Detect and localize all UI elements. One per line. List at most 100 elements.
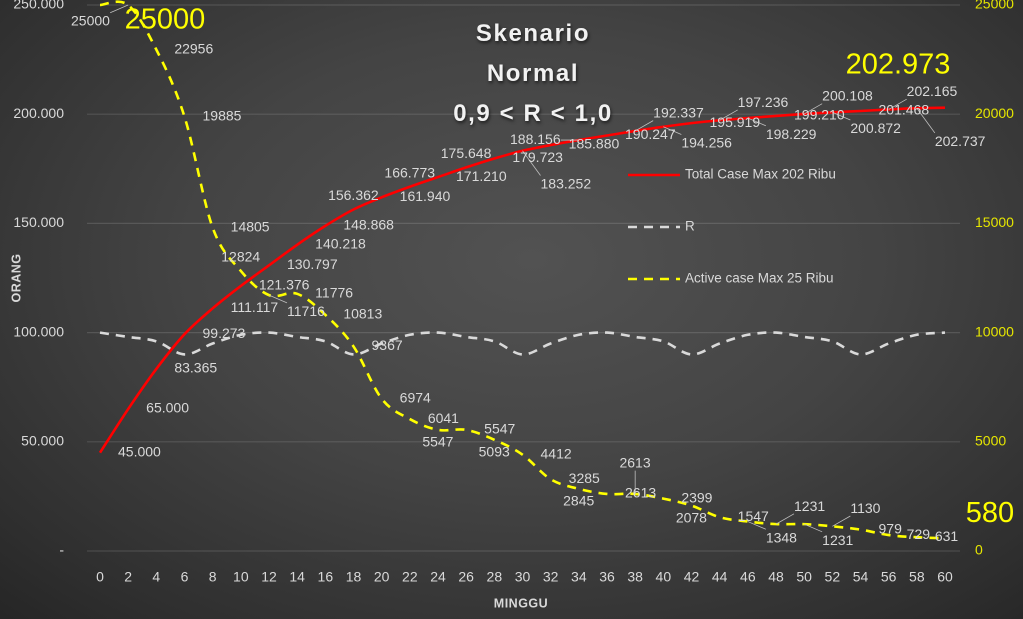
x-tick-label: 12 <box>261 569 277 585</box>
x-axis-title: MINGGU <box>494 596 548 610</box>
data-label-active-case-max-25-ribu: 631 <box>935 528 959 544</box>
data-label-total-case-max-202-ribu: 192.337 <box>653 105 704 121</box>
data-label-active-case-max-25-ribu: 4412 <box>541 445 572 461</box>
y-tick-right-label: 5000 <box>975 433 1006 449</box>
data-label-total-case-max-202-ribu: 197.236 <box>738 94 789 110</box>
legend-label-active-case: Active case Max 25 Ribu <box>685 271 834 286</box>
data-label-active-case-max-25-ribu: 1231 <box>794 498 825 514</box>
data-label-total-case-max-202-ribu: 45.000 <box>118 443 161 459</box>
x-tick-label: 48 <box>768 569 784 585</box>
data-label-active-case-max-25-ribu: 6041 <box>428 410 459 426</box>
label-leader-line <box>663 126 682 135</box>
data-label-total-case-max-202-ribu: 200.872 <box>850 120 901 136</box>
data-label-active-case-max-25-ribu: 1348 <box>766 529 797 545</box>
data-label-total-case-max-202-ribu: 183.252 <box>541 175 592 191</box>
data-label-total-case-max-202-ribu: 190.247 <box>625 126 676 142</box>
x-axis-ticks: 0 2 4 6 8 10 12 14 16 18 20 22 24 26 28 30 32 34 36 38 40 42 4… <box>96 569 953 585</box>
callout-label: 580 <box>966 497 1014 529</box>
data-label-active-case-max-25-ribu: 14805 <box>231 218 270 234</box>
y-tick-right-label: 10000 <box>975 323 1014 339</box>
callout-labels: 25000 202.973 580 <box>125 4 1015 529</box>
x-tick-label: 6 <box>181 569 189 585</box>
x-tick-label: 52 <box>825 569 841 585</box>
data-label-total-case-max-202-ribu: 166.773 <box>384 164 435 180</box>
legend-item-active-case[interactable]: Active case Max 25 Ribu <box>628 271 834 286</box>
x-tick-label: 2 <box>124 569 132 585</box>
data-label-active-case-max-25-ribu: 979 <box>879 520 903 536</box>
data-label-active-case-max-25-ribu: 11716 <box>287 303 325 319</box>
label-leader-line <box>110 4 129 14</box>
data-label-total-case-max-202-ribu: 130.797 <box>287 256 338 272</box>
data-label-total-case-max-202-ribu: 194.256 <box>681 134 732 150</box>
data-label-active-case-max-25-ribu: 1547 <box>738 508 769 524</box>
y-axis-title: ORANG <box>9 253 23 302</box>
data-label-active-case-max-25-ribu: 1130 <box>850 500 880 516</box>
label-leader-line <box>916 107 936 134</box>
callout-label: 25000 <box>125 4 206 36</box>
x-tick-label: 42 <box>684 569 700 585</box>
data-label-total-case-max-202-ribu: 171.210 <box>456 168 507 184</box>
x-tick-label: 34 <box>571 569 587 585</box>
data-label-total-case-max-202-ribu: 161.940 <box>400 188 451 204</box>
left-axis-ticks: - 50.000 100.000 150.000 200.000 250.000 <box>13 0 64 558</box>
y-tick-right-label: 25000 <box>975 0 1014 12</box>
data-label-active-case-max-25-ribu: 2399 <box>681 489 712 505</box>
callout-label: 202.973 <box>846 48 951 80</box>
y-tick-left-label: 150.000 <box>13 214 64 230</box>
data-label-active-case-max-25-ribu: 2845 <box>563 493 594 509</box>
data-label-active-case-max-25-ribu: 5547 <box>484 421 515 437</box>
data-label-active-case-max-25-ribu: 11776 <box>315 285 353 301</box>
data-label-active-case-max-25-ribu: 25000 <box>71 13 110 29</box>
data-label-active-case-max-25-ribu: 12824 <box>221 249 260 265</box>
x-tick-label: 36 <box>599 569 615 585</box>
data-label-total-case-max-202-ribu: 99.273 <box>203 325 246 341</box>
label-leader-line <box>268 294 288 304</box>
label-leader-line <box>522 150 541 176</box>
x-tick-label: 44 <box>712 569 728 585</box>
data-label-total-case-max-202-ribu: 199.210 <box>794 107 845 123</box>
gridlines <box>87 4 960 552</box>
data-label-total-case-max-202-ribu: 111.117 <box>231 299 279 315</box>
data-label-active-case-max-25-ribu: 729 <box>907 526 931 542</box>
data-label-active-case-max-25-ribu: 5547 <box>422 434 453 450</box>
y-tick-right-label: 15000 <box>975 214 1014 230</box>
x-tick-label: 0 <box>96 569 104 585</box>
data-label-total-case-max-202-ribu: 185.880 <box>569 136 620 152</box>
x-tick-label: 58 <box>909 569 925 585</box>
label-leader-lines <box>110 4 936 533</box>
data-label-active-case-max-25-ribu: 10813 <box>343 306 382 322</box>
x-tick-label: 26 <box>458 569 474 585</box>
data-label-active-case-max-25-ribu: 2078 <box>676 509 707 525</box>
x-tick-label: 40 <box>656 569 672 585</box>
data-label-active-case-max-25-ribu: 2613 <box>625 485 656 501</box>
data-label-total-case-max-202-ribu: 201.468 <box>879 102 930 118</box>
data-label-active-case-max-25-ribu: 9367 <box>372 337 403 353</box>
data-label-total-case-max-202-ribu: 140.218 <box>315 235 366 251</box>
legend-item-total-case[interactable]: Total Case Max 202 Ribu <box>628 167 836 182</box>
x-tick-label: 10 <box>233 569 249 585</box>
data-label-total-case-max-202-ribu: 195.919 <box>710 114 761 130</box>
legend-item-r[interactable]: R <box>628 219 695 234</box>
y-tick-right-label: 0 <box>975 542 983 558</box>
x-tick-label: 50 <box>796 569 812 585</box>
chart-title-line-1: Skenario <box>475 20 591 47</box>
data-label-total-case-max-202-ribu: 121.376 <box>259 277 310 293</box>
data-label-active-case-max-25-ribu: 1231 <box>822 532 853 548</box>
x-tick-label: 14 <box>289 569 305 585</box>
chart-title: Skenario Normal 0,9 < R < 1,0 <box>400 14 666 134</box>
x-tick-label: 20 <box>374 569 390 585</box>
label-leader-line <box>634 120 654 132</box>
legend-label-r: R <box>685 219 695 234</box>
legend-label-total-case: Total Case Max 202 Ribu <box>685 167 836 182</box>
x-tick-label: 32 <box>543 569 559 585</box>
x-tick-label: 28 <box>487 569 503 585</box>
x-tick-label: 22 <box>402 569 418 585</box>
data-label-active-case-max-25-ribu: 19885 <box>203 107 242 123</box>
data-label-total-case-max-202-ribu: 179.723 <box>512 149 563 165</box>
x-tick-label: 8 <box>209 569 217 585</box>
legend: Total Case Max 202 Ribu R Active case Ma… <box>628 167 836 286</box>
data-label-active-case-max-25-ribu: 22956 <box>174 40 213 56</box>
data-labels: 45.000 65.000 83.365 99.273 111.117 121.376 13… <box>71 13 986 548</box>
data-label-total-case-max-202-ribu: 202.165 <box>907 83 958 99</box>
